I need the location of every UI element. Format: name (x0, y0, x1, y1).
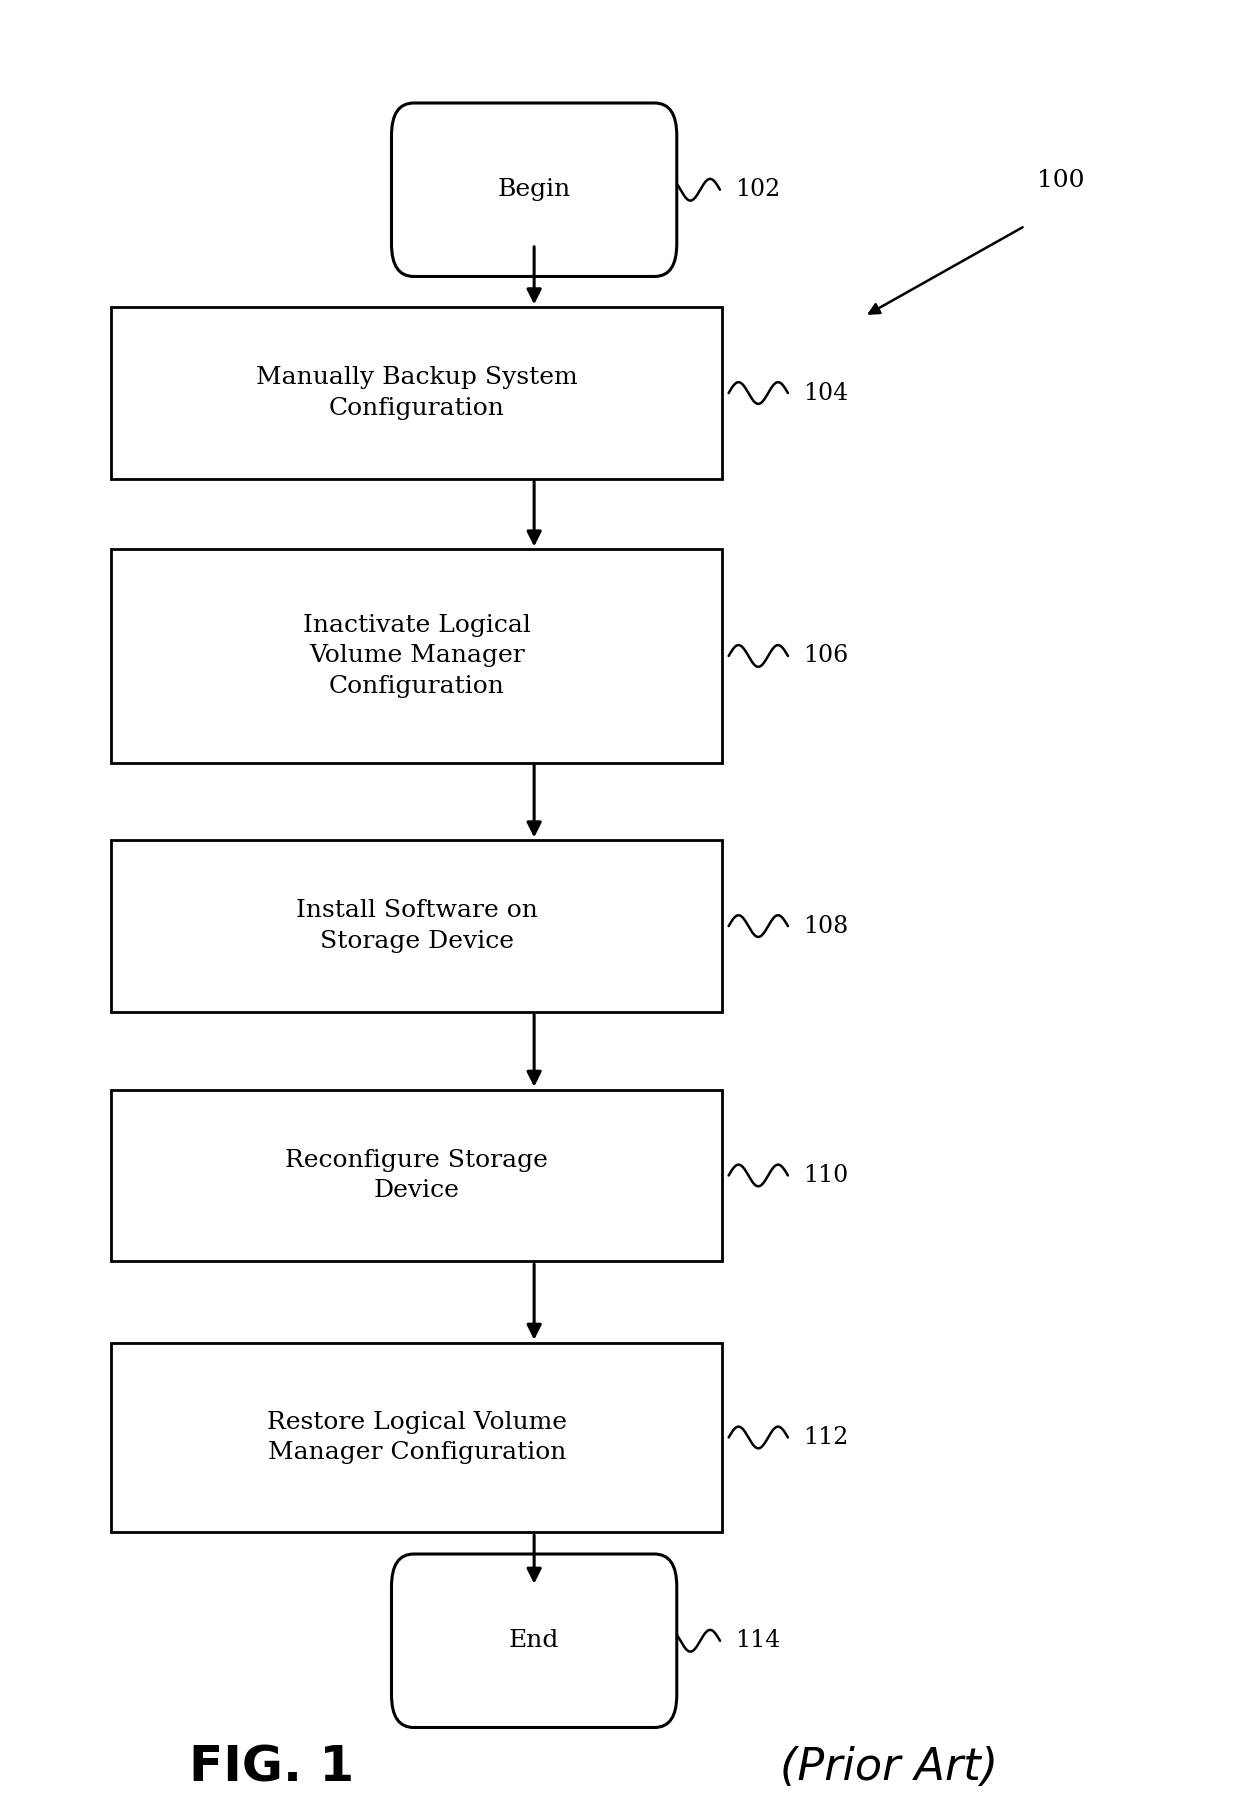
FancyBboxPatch shape (391, 103, 677, 276)
Bar (111, 307, 722, 479)
Text: 106: 106 (803, 645, 848, 667)
Text: Reconfigure Storage
Device: Reconfigure Storage Device (285, 1149, 548, 1202)
Text: 114: 114 (735, 1630, 781, 1652)
Text: 100: 100 (1037, 170, 1084, 192)
Text: Begin: Begin (498, 179, 571, 201)
Text: Manually Backup System
Configuration: Manually Backup System Configuration (256, 367, 578, 419)
Text: 102: 102 (735, 179, 781, 201)
Text: FIG. 1: FIG. 1 (189, 1744, 354, 1791)
Bar (111, 1343, 722, 1532)
Text: 112: 112 (803, 1426, 848, 1449)
Bar (111, 1090, 722, 1261)
Text: End: End (509, 1630, 559, 1652)
Text: 108: 108 (803, 914, 848, 938)
Bar (111, 549, 722, 763)
Text: Restore Logical Volume
Manager Configuration: Restore Logical Volume Manager Configura… (267, 1411, 567, 1464)
Text: 110: 110 (803, 1164, 848, 1187)
FancyBboxPatch shape (391, 1554, 677, 1727)
Text: (Prior Art): (Prior Art) (781, 1746, 998, 1789)
Bar (111, 840, 722, 1012)
Text: Inactivate Logical
Volume Manager
Configuration: Inactivate Logical Volume Manager Config… (303, 614, 531, 698)
Text: 104: 104 (803, 381, 848, 405)
Text: Install Software on
Storage Device: Install Software on Storage Device (296, 900, 537, 952)
